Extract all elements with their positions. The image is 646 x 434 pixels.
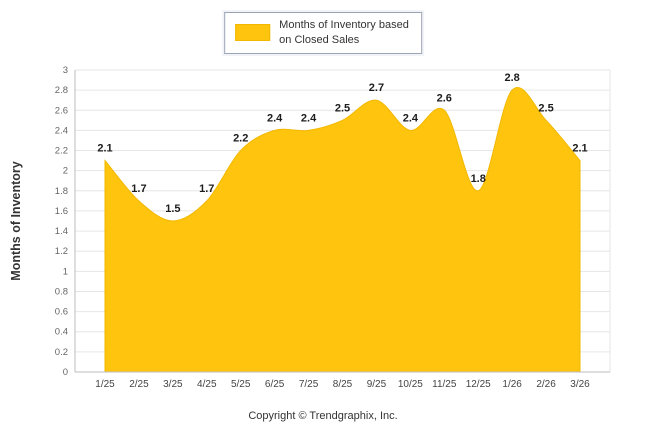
x-tick-label: 12/25 [466, 379, 491, 390]
y-tick-label: 1.6 [55, 206, 68, 217]
y-tick-label: 1.4 [55, 226, 68, 237]
x-tick-label: 11/25 [432, 379, 457, 390]
x-tick-label: 4/25 [197, 379, 217, 390]
x-tick-label: 3/25 [163, 379, 183, 390]
point-label: 1.8 [471, 173, 486, 185]
x-tick-label: 5/25 [231, 379, 251, 390]
legend-label-line2: on Closed Sales [279, 33, 360, 46]
y-tick-label: 1 [63, 266, 68, 277]
point-label: 2.4 [267, 112, 283, 124]
y-tick-label: 0.8 [55, 286, 68, 297]
x-tick-label: 9/25 [367, 379, 387, 390]
point-label: 2.1 [97, 143, 112, 155]
y-tick-label: 2 [63, 166, 68, 177]
y-tick-label: 2.2 [55, 146, 68, 157]
point-label: 2.5 [335, 102, 350, 114]
y-tick-label: 3 [63, 65, 68, 76]
point-label: 1.7 [199, 183, 214, 195]
y-tick-label: 2.8 [55, 85, 68, 96]
y-axis-title: Months of Inventory [9, 161, 23, 280]
legend-label-line1: Months of Inventory based [279, 19, 409, 31]
chart-svg: Months of Inventory 0 0.2 0.4 0.6 0.8 1 1.2 1.4… [9, 65, 611, 390]
y-tick-label: 0.4 [55, 327, 68, 338]
y-tick-label: 0 [63, 367, 68, 378]
point-label: 2.2 [233, 133, 248, 145]
x-tick-label: 8/25 [333, 379, 353, 390]
point-label: 1.5 [165, 203, 180, 215]
chart-layers: 0 0.2 0.4 0.6 0.8 1 1.2 1.4 1.6 1.8 2 2.2 2.4 2.6 2.8 3… [55, 65, 611, 390]
area-series [104, 87, 581, 373]
point-label: 2.4 [403, 112, 419, 124]
x-tick-label: 10/25 [398, 379, 423, 390]
point-label: 2.1 [572, 143, 587, 155]
x-tick-label: 6/25 [265, 379, 285, 390]
y-tick-label: 2.6 [55, 105, 68, 116]
x-tick-label: 7/25 [299, 379, 319, 390]
x-tick-label: 3/26 [570, 379, 590, 390]
point-label: 2.6 [437, 92, 452, 104]
x-tick-label: 2/25 [129, 379, 149, 390]
point-label: 2.7 [369, 82, 384, 94]
x-tick-label: 1/25 [95, 379, 115, 390]
y-tick-label: 1.2 [55, 246, 68, 257]
copyright-text: Copyright © Trendgraphix, Inc. [248, 410, 398, 422]
point-label: 2.4 [301, 112, 317, 124]
point-label: 2.5 [538, 102, 553, 114]
legend-label: Months of Inventory based on Closed Sale… [279, 18, 409, 48]
y-tick-label: 1.8 [55, 186, 68, 197]
x-tick-label: 2/26 [536, 379, 556, 390]
point-label: 2.8 [504, 72, 519, 84]
y-tick-label: 0.2 [55, 347, 68, 358]
y-tick-label: 0.6 [55, 307, 68, 318]
y-tick-label: 2.4 [55, 125, 68, 136]
point-label: 1.7 [131, 183, 146, 195]
x-tick-label: 1/26 [502, 379, 522, 390]
legend: Months of Inventory based on Closed Sale… [224, 12, 422, 54]
legend-swatch-icon [235, 24, 271, 42]
